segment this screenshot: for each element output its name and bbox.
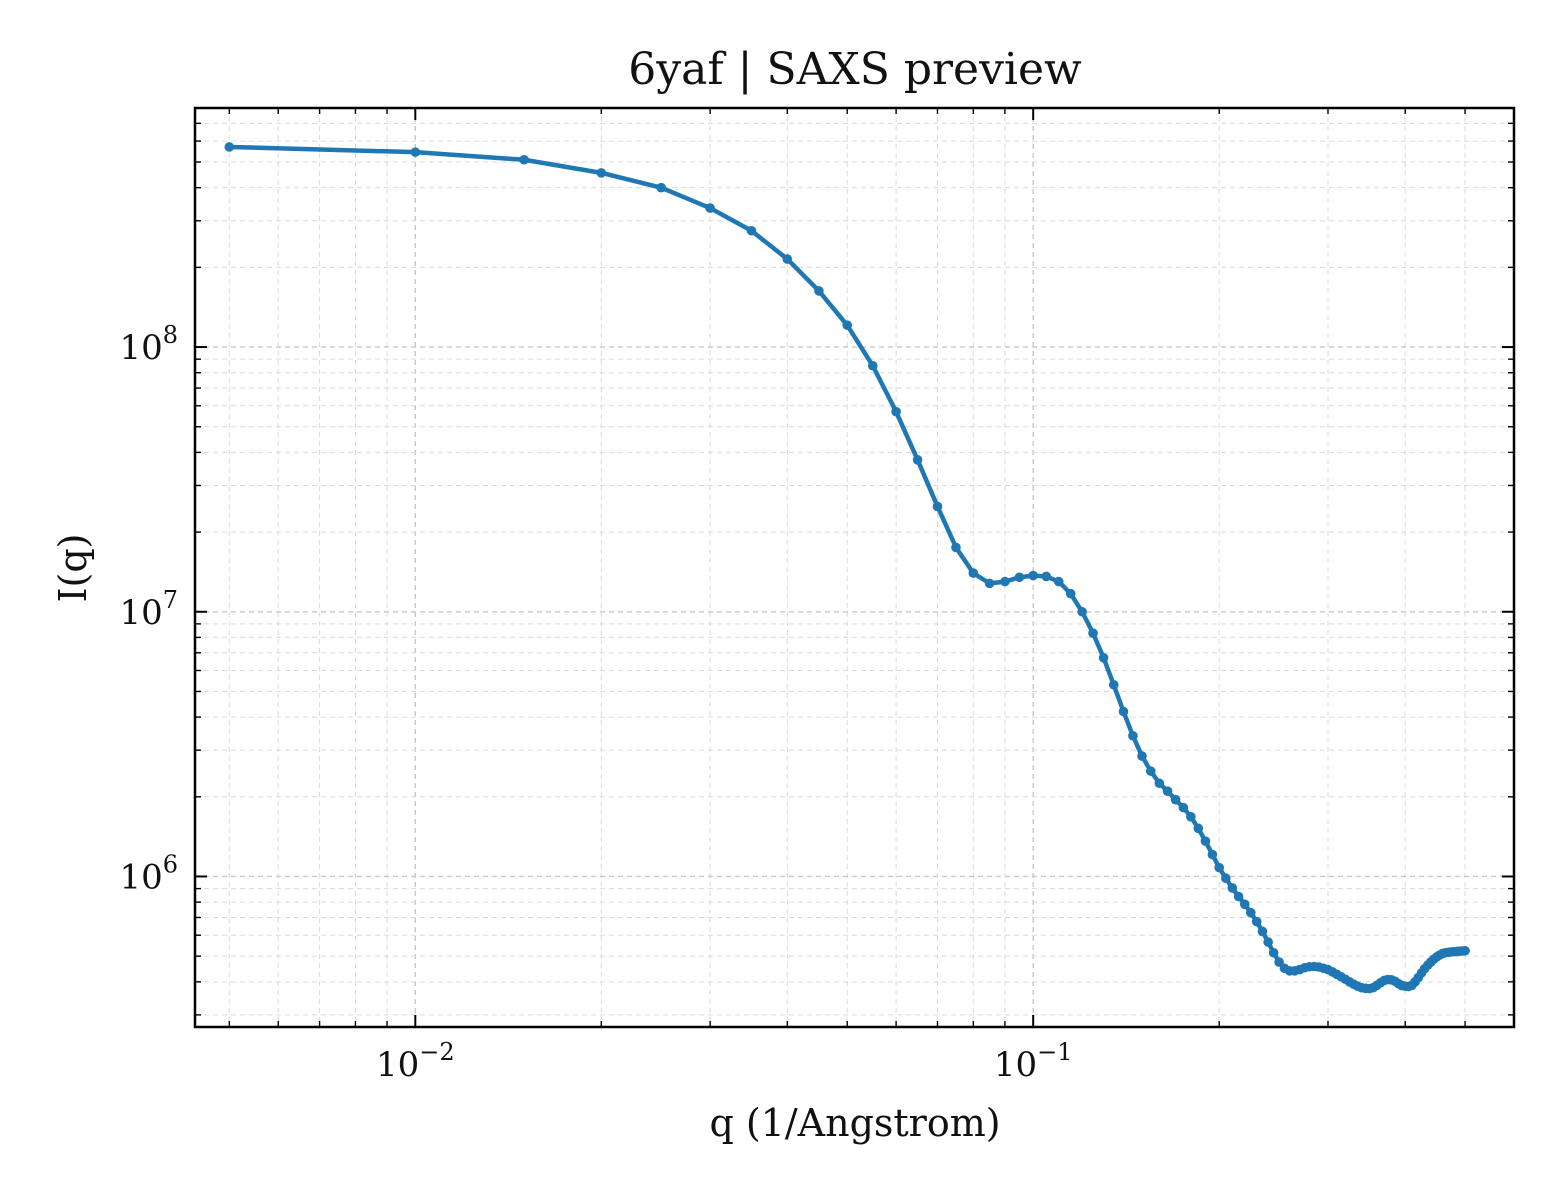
chart-title: 6yaf | SAXS preview: [628, 44, 1082, 95]
data-point: [1186, 812, 1196, 822]
data-point: [1239, 899, 1250, 910]
y-axis-label: I(q): [51, 534, 95, 603]
data-point: [1227, 883, 1238, 893]
x-tick-label: 10−1: [994, 1038, 1073, 1085]
data-point: [1170, 794, 1181, 805]
data-point: [1128, 730, 1138, 741]
series-layer: [224, 142, 1470, 994]
data-point: [1108, 679, 1119, 690]
data-point: [1263, 937, 1273, 947]
data-point: [596, 168, 607, 178]
data-point: [519, 154, 529, 165]
data-point: [1214, 862, 1224, 873]
data-point: [1014, 572, 1025, 583]
y-tick-label: 108: [119, 321, 178, 368]
data-point: [1053, 576, 1064, 587]
data-point: [746, 225, 757, 236]
data-point: [814, 286, 824, 296]
data-point: [1233, 891, 1244, 902]
data-point: [1028, 570, 1038, 581]
data-point: [656, 182, 666, 193]
data-point: [1251, 916, 1262, 927]
data-point: [912, 455, 923, 465]
data-point: [1178, 802, 1189, 813]
data-point: [891, 406, 901, 417]
data-point: [1207, 849, 1218, 860]
data-point: [1221, 873, 1231, 884]
data-point: [1274, 957, 1284, 967]
data-point: [1137, 751, 1147, 761]
data-point: [968, 568, 979, 578]
data-point: [224, 142, 235, 152]
data-point: [1065, 588, 1076, 599]
data-point: [951, 542, 961, 553]
data-point: [1077, 606, 1087, 617]
y-tick-label: 107: [119, 586, 178, 633]
data-point: [1162, 786, 1173, 796]
data-point: [1268, 947, 1279, 958]
data-point: [1000, 576, 1010, 587]
data-point: [867, 360, 878, 371]
data-point: [932, 501, 943, 512]
data-point: [842, 320, 852, 330]
data-point: [1460, 945, 1470, 956]
data-point: [782, 254, 793, 264]
data-point: [1257, 926, 1268, 937]
tick-label-layer: 10−2 10−1 106 107 108: [119, 321, 1072, 1085]
data-point: [1098, 653, 1109, 663]
data-point: [1088, 628, 1098, 638]
data-point: [410, 147, 421, 157]
data-point: [1154, 778, 1165, 789]
grid-layer: [195, 107, 1514, 1027]
x-tick-label: 10−2: [376, 1038, 455, 1085]
plot-frame: [193, 106, 1516, 1029]
data-point: [1145, 766, 1156, 776]
y-tick-label: 106: [119, 850, 178, 897]
data-point: [1193, 823, 1204, 834]
x-axis-label: q (1/Angstrom): [709, 1101, 1000, 1145]
data-point: [1118, 706, 1129, 717]
data-point: [1041, 571, 1052, 582]
data-point: [705, 203, 715, 213]
data-point: [1246, 907, 1256, 918]
data-point: [984, 578, 995, 589]
data-point: [1200, 836, 1211, 846]
